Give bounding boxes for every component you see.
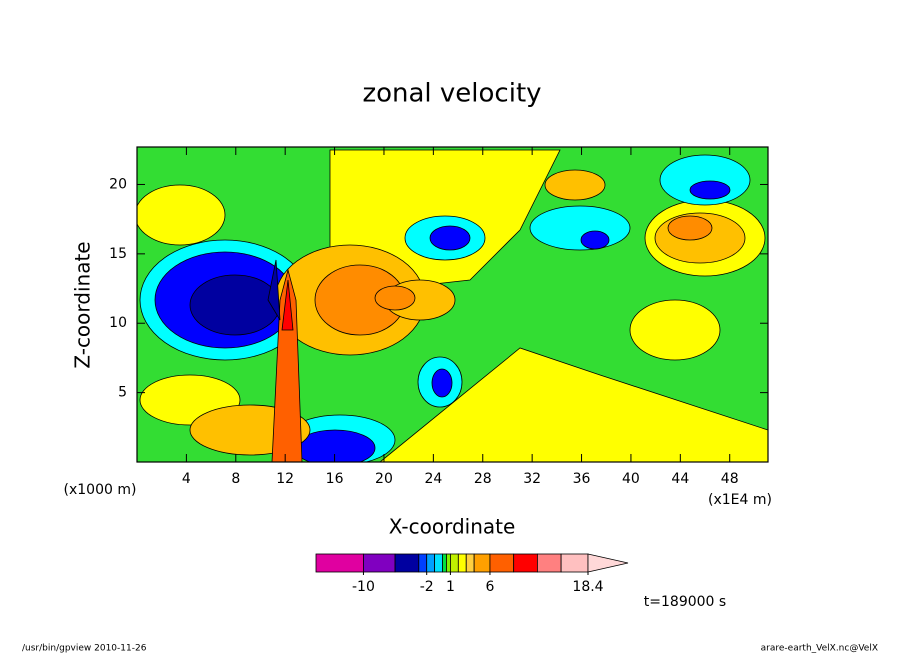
x-tick-label: 40 <box>622 471 640 487</box>
colorbar-segment <box>315 553 364 573</box>
x-tick-label: 4 <box>182 471 191 487</box>
x-tick-label: 44 <box>671 471 689 487</box>
x-tick-label: 28 <box>474 471 492 487</box>
colorbar-segment <box>473 553 491 573</box>
y-unit: (x1000 m) <box>64 482 137 498</box>
colorbar-label: -2 <box>420 579 434 595</box>
x-tick-label: 12 <box>276 471 294 487</box>
colorbar-segment <box>465 553 475 573</box>
colorbar-segment <box>434 553 443 573</box>
x-axis-label: X-coordinate <box>389 515 516 539</box>
colorbar-over <box>587 553 629 573</box>
colorbar-segment <box>418 553 428 573</box>
contour-field <box>136 146 769 463</box>
y-tick-label: 15 <box>109 246 127 262</box>
colorbar-label: 18.4 <box>572 579 603 595</box>
x-unit: (x1E4 m) <box>708 492 772 508</box>
colorbar-segment <box>363 553 396 573</box>
chart-title: zonal velocity <box>362 79 541 109</box>
y-tick-label: 10 <box>109 315 127 331</box>
x-tick-label: 48 <box>721 471 739 487</box>
colorbar-label: -10 <box>352 579 375 595</box>
colorbar-segment <box>457 553 467 573</box>
y-tick-label: 5 <box>118 385 127 401</box>
colorbar-segment <box>560 553 589 573</box>
y-axis-label: Z-coordinate <box>71 241 95 368</box>
x-tick-label: 8 <box>231 471 240 487</box>
y-tick-label: 20 <box>109 176 127 192</box>
x-tick-label: 36 <box>573 471 591 487</box>
x-tick-label: 24 <box>424 471 442 487</box>
time-label: t=189000 s <box>644 594 726 610</box>
colorbar-segment <box>442 553 447 573</box>
colorbar-segment <box>489 553 515 573</box>
colorbar-label: 1 <box>446 579 455 595</box>
x-tick-label: 16 <box>326 471 344 487</box>
colorbar-segment <box>446 553 451 573</box>
colorbar-segment <box>426 553 436 573</box>
footer-right: arare-earth_VelX.nc@VelX <box>761 644 878 654</box>
colorbar-segment <box>513 553 538 573</box>
x-tick-label: 20 <box>375 471 393 487</box>
colorbar-label: 6 <box>485 579 494 595</box>
x-tick-label: 32 <box>523 471 541 487</box>
colorbar-segment <box>536 553 562 573</box>
colorbar-segment <box>450 553 459 573</box>
colorbar-segment <box>394 553 420 573</box>
footer-left: /usr/bin/gpview 2010-11-26 <box>22 644 147 654</box>
